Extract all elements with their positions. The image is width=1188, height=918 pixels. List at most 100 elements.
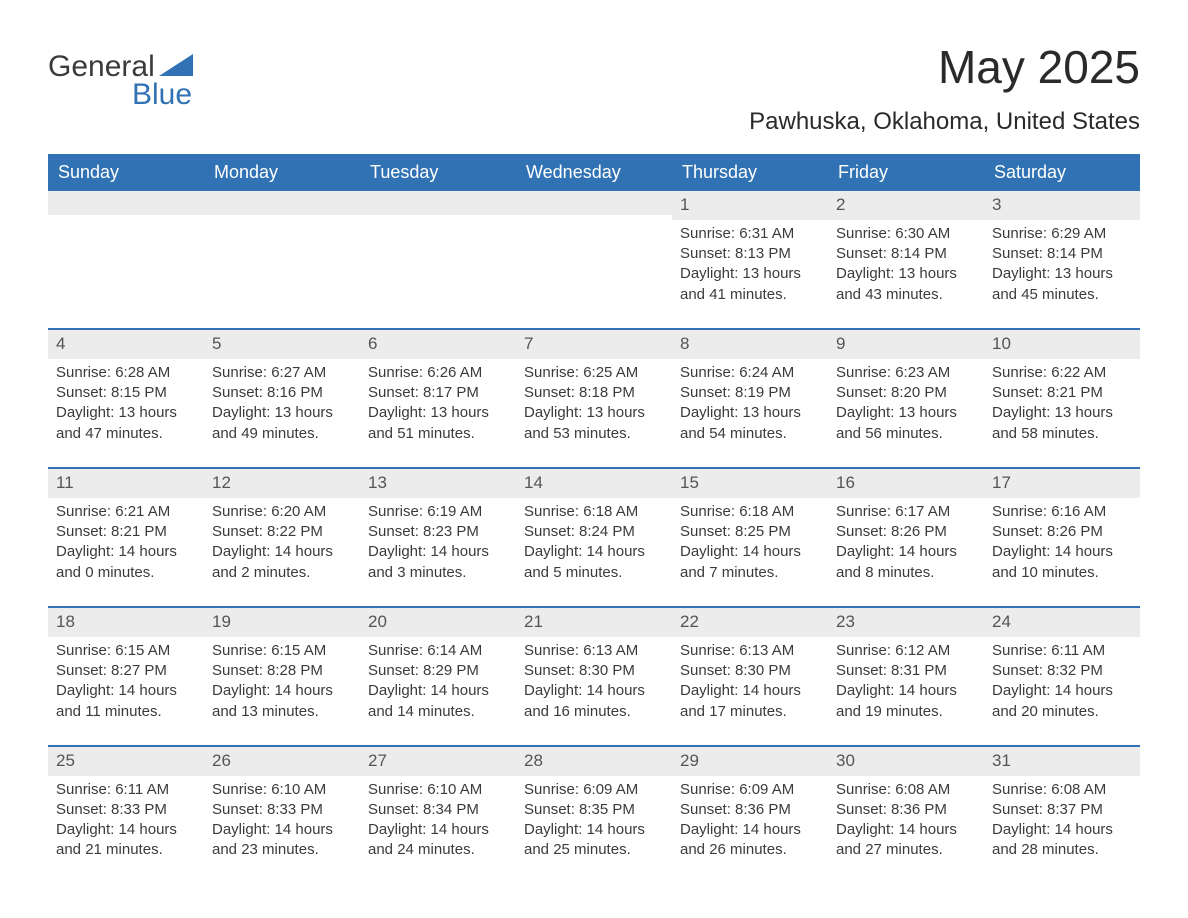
- day-number: 25: [48, 747, 204, 776]
- day-body: Sunrise: 6:13 AMSunset: 8:30 PMDaylight:…: [672, 641, 828, 727]
- sunrise-text: Sunrise: 6:13 AM: [680, 641, 820, 661]
- day-body: Sunrise: 6:23 AMSunset: 8:20 PMDaylight:…: [828, 363, 984, 449]
- sunrise-text: Sunrise: 6:17 AM: [836, 502, 976, 522]
- day-body: Sunrise: 6:19 AMSunset: 8:23 PMDaylight:…: [360, 502, 516, 588]
- day-body: Sunrise: 6:31 AMSunset: 8:13 PMDaylight:…: [672, 224, 828, 310]
- daylight-text: Daylight: 14 hours and 20 minutes.: [992, 681, 1132, 722]
- day-number: 12: [204, 469, 360, 498]
- day-number: 18: [48, 608, 204, 637]
- day-number: 2: [828, 191, 984, 220]
- day-body: Sunrise: 6:13 AMSunset: 8:30 PMDaylight:…: [516, 641, 672, 727]
- daylight-text: Daylight: 14 hours and 10 minutes.: [992, 542, 1132, 583]
- day-body: Sunrise: 6:20 AMSunset: 8:22 PMDaylight:…: [204, 502, 360, 588]
- sunrise-text: Sunrise: 6:26 AM: [368, 363, 508, 383]
- week-row: 25Sunrise: 6:11 AMSunset: 8:33 PMDayligh…: [48, 745, 1140, 884]
- day-header: Tuesday: [360, 154, 516, 191]
- day-number: 15: [672, 469, 828, 498]
- sunrise-text: Sunrise: 6:14 AM: [368, 641, 508, 661]
- sunset-text: Sunset: 8:27 PM: [56, 661, 196, 681]
- sunrise-text: Sunrise: 6:11 AM: [56, 780, 196, 800]
- day-body: Sunrise: 6:22 AMSunset: 8:21 PMDaylight:…: [984, 363, 1140, 449]
- sunset-text: Sunset: 8:33 PM: [56, 800, 196, 820]
- day-body: Sunrise: 6:16 AMSunset: 8:26 PMDaylight:…: [984, 502, 1140, 588]
- sunset-text: Sunset: 8:14 PM: [836, 244, 976, 264]
- sunset-text: Sunset: 8:26 PM: [836, 522, 976, 542]
- day-number: 7: [516, 330, 672, 359]
- day-body: Sunrise: 6:10 AMSunset: 8:34 PMDaylight:…: [360, 780, 516, 866]
- day-body: Sunrise: 6:28 AMSunset: 8:15 PMDaylight:…: [48, 363, 204, 449]
- sunrise-text: Sunrise: 6:09 AM: [680, 780, 820, 800]
- daylight-text: Daylight: 13 hours and 53 minutes.: [524, 403, 664, 444]
- sunrise-text: Sunrise: 6:13 AM: [524, 641, 664, 661]
- day-body: Sunrise: 6:24 AMSunset: 8:19 PMDaylight:…: [672, 363, 828, 449]
- sunset-text: Sunset: 8:37 PM: [992, 800, 1132, 820]
- day-cell: 2Sunrise: 6:30 AMSunset: 8:14 PMDaylight…: [828, 191, 984, 328]
- day-body: Sunrise: 6:18 AMSunset: 8:25 PMDaylight:…: [672, 502, 828, 588]
- day-cell: 22 Sunrise: 6:13 AMSunset: 8:30 PMDayligh…: [672, 608, 828, 745]
- sunrise-text: Sunrise: 6:15 AM: [56, 641, 196, 661]
- sunset-text: Sunset: 8:13 PM: [680, 244, 820, 264]
- day-header-row: Sunday Monday Tuesday Wednesday Thursday…: [48, 154, 1140, 191]
- day-body: Sunrise: 6:11 AMSunset: 8:33 PMDaylight:…: [48, 780, 204, 866]
- day-number: [48, 191, 204, 215]
- daylight-text: Daylight: 14 hours and 25 minutes.: [524, 820, 664, 861]
- day-number: 24: [984, 608, 1140, 637]
- day-body: [204, 219, 360, 305]
- day-cell: 24 Sunrise: 6:11 AMSunset: 8:32 PMDayligh…: [984, 608, 1140, 745]
- day-cell: 31Sunrise: 6:08 AMSunset: 8:37 PMDayligh…: [984, 747, 1140, 884]
- day-header: Sunday: [48, 154, 204, 191]
- day-cell: 12 Sunrise: 6:20 AMSunset: 8:22 PMDayligh…: [204, 469, 360, 606]
- day-cell: 13 Sunrise: 6:19 AMSunset: 8:23 PMDayligh…: [360, 469, 516, 606]
- sunrise-text: Sunrise: 6:08 AM: [836, 780, 976, 800]
- daylight-text: Daylight: 14 hours and 27 minutes.: [836, 820, 976, 861]
- day-body: Sunrise: 6:11 AMSunset: 8:32 PMDaylight:…: [984, 641, 1140, 727]
- daylight-text: Daylight: 14 hours and 14 minutes.: [368, 681, 508, 722]
- day-cell: [204, 191, 360, 328]
- week-row: 11Sunrise: 6:21 AMSunset: 8:21 PMDayligh…: [48, 467, 1140, 606]
- sunrise-text: Sunrise: 6:28 AM: [56, 363, 196, 383]
- sunset-text: Sunset: 8:36 PM: [680, 800, 820, 820]
- day-cell: 3Sunrise: 6:29 AMSunset: 8:14 PMDaylight…: [984, 191, 1140, 328]
- sunset-text: Sunset: 8:34 PM: [368, 800, 508, 820]
- sunset-text: Sunset: 8:20 PM: [836, 383, 976, 403]
- sunrise-text: Sunrise: 6:12 AM: [836, 641, 976, 661]
- sunset-text: Sunset: 8:22 PM: [212, 522, 352, 542]
- day-number: [516, 191, 672, 215]
- sunrise-text: Sunrise: 6:08 AM: [992, 780, 1132, 800]
- day-number: 27: [360, 747, 516, 776]
- sunrise-text: Sunrise: 6:27 AM: [212, 363, 352, 383]
- sunrise-text: Sunrise: 6:20 AM: [212, 502, 352, 522]
- day-number: 21: [516, 608, 672, 637]
- day-number: 13: [360, 469, 516, 498]
- day-cell: 14Sunrise: 6:18 AMSunset: 8:24 PMDayligh…: [516, 469, 672, 606]
- day-number: 10: [984, 330, 1140, 359]
- daylight-text: Daylight: 14 hours and 3 minutes.: [368, 542, 508, 583]
- day-number: 8: [672, 330, 828, 359]
- day-cell: 5Sunrise: 6:27 AMSunset: 8:16 PMDaylight…: [204, 330, 360, 467]
- day-number: 6: [360, 330, 516, 359]
- daylight-text: Daylight: 13 hours and 54 minutes.: [680, 403, 820, 444]
- daylight-text: Daylight: 14 hours and 8 minutes.: [836, 542, 976, 583]
- sunrise-text: Sunrise: 6:23 AM: [836, 363, 976, 383]
- sunrise-text: Sunrise: 6:25 AM: [524, 363, 664, 383]
- sunrise-text: Sunrise: 6:10 AM: [368, 780, 508, 800]
- day-number: 16: [828, 469, 984, 498]
- day-number: 22: [672, 608, 828, 637]
- day-cell: 4Sunrise: 6:28 AMSunset: 8:15 PMDaylight…: [48, 330, 204, 467]
- daylight-text: Daylight: 14 hours and 16 minutes.: [524, 681, 664, 722]
- sunrise-text: Sunrise: 6:09 AM: [524, 780, 664, 800]
- day-number: 3: [984, 191, 1140, 220]
- sunset-text: Sunset: 8:23 PM: [368, 522, 508, 542]
- daylight-text: Daylight: 14 hours and 26 minutes.: [680, 820, 820, 861]
- day-number: [360, 191, 516, 215]
- sunset-text: Sunset: 8:21 PM: [992, 383, 1132, 403]
- day-body: Sunrise: 6:26 AMSunset: 8:17 PMDaylight:…: [360, 363, 516, 449]
- day-cell: 10 Sunrise: 6:22 AMSunset: 8:21 PMDayligh…: [984, 330, 1140, 467]
- month-title: May 2025: [749, 40, 1140, 94]
- day-cell: 19Sunrise: 6:15 AMSunset: 8:28 PMDayligh…: [204, 608, 360, 745]
- sunset-text: Sunset: 8:16 PM: [212, 383, 352, 403]
- daylight-text: Daylight: 14 hours and 7 minutes.: [680, 542, 820, 583]
- day-cell: 30Sunrise: 6:08 AMSunset: 8:36 PMDayligh…: [828, 747, 984, 884]
- day-number: 9: [828, 330, 984, 359]
- daylight-text: Daylight: 14 hours and 0 minutes.: [56, 542, 196, 583]
